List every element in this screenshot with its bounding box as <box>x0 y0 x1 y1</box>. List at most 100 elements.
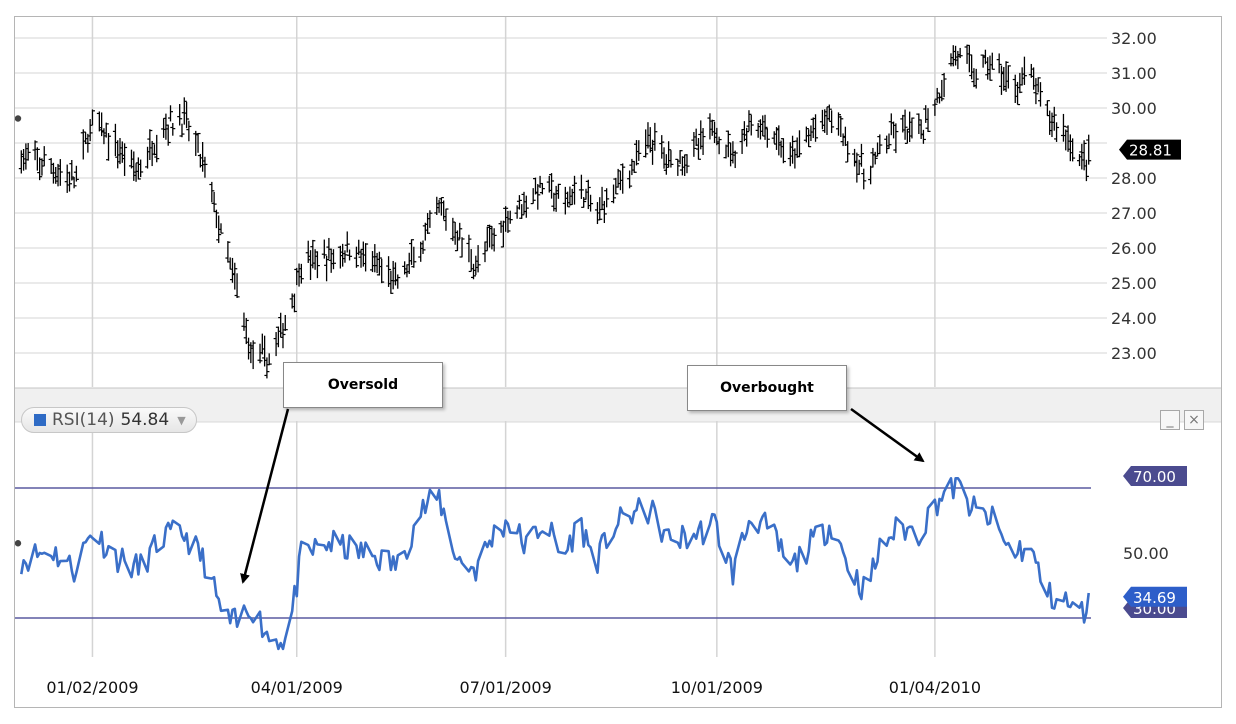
x-tick-label: 10/01/2009 <box>671 678 763 697</box>
price-bar <box>427 210 433 228</box>
price-bar <box>135 157 141 180</box>
rsi-legend-value: 54.84 <box>120 410 170 430</box>
price-bar <box>80 129 86 160</box>
price-bar <box>344 231 350 253</box>
price-bar <box>1044 100 1050 116</box>
price-bar <box>57 159 63 186</box>
price-bar <box>280 323 286 349</box>
minimize-button[interactable]: _ <box>1160 410 1180 430</box>
price-bar <box>211 191 217 213</box>
price-bar <box>138 159 144 178</box>
price-bar <box>457 222 463 240</box>
price-bars <box>18 44 1092 379</box>
price-bar <box>939 79 945 102</box>
price-bar <box>386 256 392 287</box>
price-bar <box>555 183 561 199</box>
price-bar <box>459 237 465 258</box>
price-bar <box>314 251 320 279</box>
price-bar <box>321 239 327 259</box>
price-bar <box>803 126 809 143</box>
price-bar <box>989 52 995 70</box>
chevron-down-icon[interactable]: ▼ <box>177 413 186 427</box>
price-bar <box>184 101 190 129</box>
price-bar <box>37 157 43 181</box>
price-bar <box>482 241 488 263</box>
oversold-callout: Oversold <box>283 362 443 408</box>
oversold-arrow <box>240 408 290 584</box>
price-bar <box>725 130 731 158</box>
price-bar <box>748 114 754 136</box>
price-bar <box>347 249 353 261</box>
price-bar <box>73 165 79 182</box>
price-bar <box>147 129 153 161</box>
price-bar <box>613 177 619 195</box>
price-bar <box>973 68 979 89</box>
price-bar <box>438 196 444 216</box>
price-bar <box>149 140 155 167</box>
price-bar <box>264 357 270 379</box>
price-bar <box>549 173 555 199</box>
price-bar <box>675 158 681 176</box>
price-bar <box>666 141 672 168</box>
price-bar <box>466 234 472 263</box>
price-tick-label: 26.00 <box>1111 239 1157 258</box>
price-bar <box>491 228 497 252</box>
price-bar <box>232 262 238 290</box>
price-bar <box>934 87 940 103</box>
price-bar <box>122 143 128 176</box>
price-bar <box>957 47 963 59</box>
price-bar <box>732 150 738 169</box>
price-tick-label: 30.00 <box>1111 99 1157 118</box>
close-button[interactable]: × <box>1184 410 1204 430</box>
price-bar <box>34 147 40 171</box>
price-bar <box>106 132 112 161</box>
price-bar <box>250 340 256 370</box>
price-tick-label: 24.00 <box>1111 309 1157 328</box>
rsi-color-swatch <box>34 414 46 426</box>
price-bar <box>1060 113 1066 142</box>
chart-canvas: 32.00 31.00 30.00 28.00 27.00 26.00 25.00 24.00… <box>15 17 1221 697</box>
price-bar <box>838 115 844 138</box>
price-bar <box>633 140 639 166</box>
price-bar <box>409 239 415 265</box>
price-bar <box>225 241 231 263</box>
price-bar <box>395 274 401 289</box>
rsi-line <box>20 476 1090 651</box>
price-bar <box>177 104 183 126</box>
price-bar <box>746 110 752 132</box>
price-bar <box>376 251 382 276</box>
price-bar <box>523 195 529 218</box>
price-bar <box>85 133 91 153</box>
price-bar <box>1005 65 1011 89</box>
price-bar <box>909 117 915 139</box>
price-bar <box>507 210 513 224</box>
price-bar <box>796 130 802 158</box>
price-panel: 32.00 31.00 30.00 28.00 27.00 26.00 25.00 24.00… <box>15 17 1181 387</box>
price-bar <box>1070 138 1076 162</box>
price-bar <box>826 104 832 121</box>
price-bar <box>67 171 73 192</box>
price-bar <box>234 273 240 298</box>
price-bar <box>1083 159 1089 182</box>
price-bar <box>868 165 874 185</box>
price-bar <box>996 53 1002 74</box>
price-bar <box>1021 56 1027 85</box>
price-bar <box>588 194 594 212</box>
price-bar <box>861 168 867 190</box>
price-bar <box>154 134 160 163</box>
price-bar <box>902 109 908 140</box>
price-tick-label: 32.00 <box>1111 29 1157 48</box>
price-bar <box>411 246 417 268</box>
price-bar <box>872 151 878 165</box>
price-bar <box>668 150 674 168</box>
price-bar <box>597 197 603 221</box>
price-bar <box>578 174 584 199</box>
price-bar <box>425 212 431 234</box>
price-bar <box>535 184 541 210</box>
rsi-legend-pill[interactable]: RSI(14) 54.84 ▼ <box>21 407 197 433</box>
chart-frame: 32.00 31.00 30.00 28.00 27.00 26.00 25.00 24.00… <box>14 16 1222 708</box>
price-bar <box>266 353 272 366</box>
price-bar <box>186 120 192 142</box>
price-bar <box>243 317 249 345</box>
